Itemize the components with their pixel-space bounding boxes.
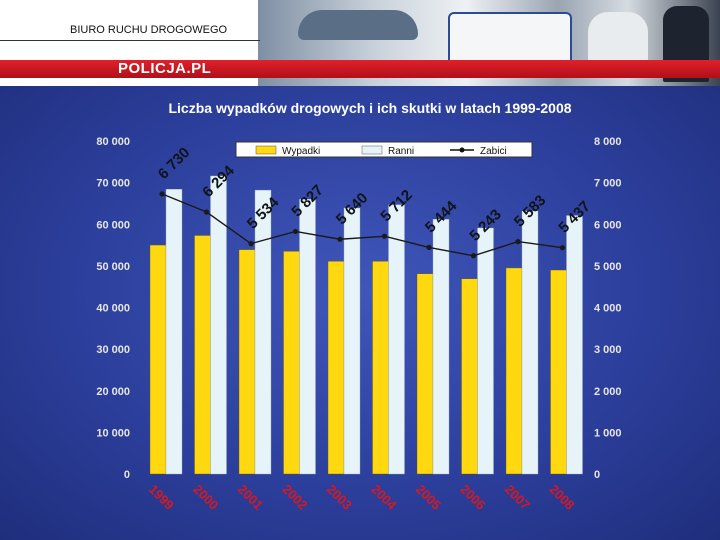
bar-wypadki-2003 [327,261,345,475]
bar-wypadki-2004 [372,261,389,475]
bar-wypadki-1999 [149,244,167,475]
legend-swatch-wypadki [255,145,277,155]
left-axis-tick-label: 70 000 [96,178,130,190]
point-zabici-2001 [248,241,254,247]
legend-swatch-ranni [361,145,383,155]
right-axis-tick-label: 2 000 [594,386,622,398]
x-axis-labels: 1999 2000 2001 2002 2003 2004 2005 2006 2007 2008 [146,482,578,514]
bar-ranni-2007 [521,210,539,475]
x-axis-label-2005: 2005 [413,482,444,513]
point-zabici-1999 [159,191,165,197]
legend-marker-zabici [459,147,465,153]
brand-link[interactable]: POLICJA.PL [118,60,212,77]
bar-wypadki-2005 [416,273,434,475]
left-axis-tick-label: 50 000 [96,261,130,273]
right-axis-tick-label: 0 [594,469,600,481]
slide-header: BIURO RUCHU DROGOWEGO POLICJA.PL [0,0,720,86]
left-axis-tick-label: 40 000 [96,303,130,315]
left-axis-tick-label: 20 000 [96,386,130,398]
left-axis: 0 10 000 20 000 30 000 40 000 50 000 60 000 70 … [96,136,130,481]
x-axis-label-2004: 2004 [368,482,400,514]
point-zabici-2005 [426,244,432,250]
point-zabici-2008 [559,245,566,251]
left-axis-tick-label: 10 000 [96,427,130,439]
point-zabici-2000 [203,209,210,215]
legend-label-zabici: Zabici [480,146,507,157]
chart-title: Liczba wypadków drogowych i ich skutki w… [168,100,571,116]
bar-wypadki-2000 [194,235,211,475]
accident-chart: Liczba wypadków drogowych i ich skutki w… [96,100,622,514]
x-axis-label-2003: 2003 [324,482,355,513]
right-axis-tick-label: 5 000 [594,261,622,273]
bar-ranni-2003 [343,207,361,475]
left-axis-tick-label: 80 000 [96,136,130,148]
point-zabici-2007 [515,239,521,245]
brand-bar [0,60,720,78]
x-axis-label-2007: 2007 [502,482,533,513]
bar-series [149,175,583,475]
x-axis-label-1999: 1999 [146,482,177,513]
bar-ranni-2002 [299,199,316,475]
point-zabici-2002 [292,228,299,235]
x-axis-label-2001: 2001 [235,482,266,513]
left-axis-tick-label: 60 000 [96,219,130,231]
x-axis-label-2002: 2002 [279,482,310,513]
x-axis-label-2000: 2000 [190,482,221,513]
left-axis-tick-label: 30 000 [96,344,130,356]
legend-label-ranni: Ranni [388,146,414,157]
line-zabici [161,193,563,257]
helicopter-icon [298,10,418,40]
right-axis: 0 1 000 2 000 3 000 4 000 5 000 6 000 7 000 8 00… [594,136,622,481]
bar-ranni-2005 [432,219,450,475]
right-axis-tick-label: 7 000 [594,178,622,190]
bar-ranni-1999 [165,189,183,475]
right-axis-tick-label: 3 000 [594,344,622,356]
org-title: BIURO RUCHU DROGOWEGO [70,24,228,36]
legend-box [235,141,533,158]
chart-legend: Wypadki Ranni Zabici [235,141,533,158]
bar-wypadki-2008 [550,269,567,475]
right-axis-tick-label: 4 000 [594,303,622,315]
left-axis-tick-label: 0 [124,469,130,481]
bar-ranni-2000 [210,175,227,475]
header-divider [0,40,260,41]
bar-wypadki-2007 [505,267,523,475]
data-label-zabici-1999: 6 730 [155,144,194,183]
bar-ranni-2004 [388,204,405,475]
bar-wypadki-2001 [238,249,256,475]
point-zabici-2003 [337,236,343,242]
legend-label-wypadki: Wypadki [282,146,320,157]
bar-wypadki-2006 [461,278,478,475]
right-axis-tick-label: 8 000 [594,136,622,148]
right-axis-tick-label: 6 000 [594,219,622,231]
point-zabici-2006 [470,253,477,259]
point-zabici-2004 [381,233,388,239]
bar-ranni-2006 [477,227,494,475]
right-axis-tick-label: 1 000 [594,427,622,439]
bar-ranni-2001 [254,189,272,475]
bar-ranni-2008 [566,215,583,475]
bar-wypadki-2002 [283,251,300,475]
x-axis-label-2006: 2006 [457,482,488,513]
x-axis-label-2008: 2008 [546,482,577,513]
